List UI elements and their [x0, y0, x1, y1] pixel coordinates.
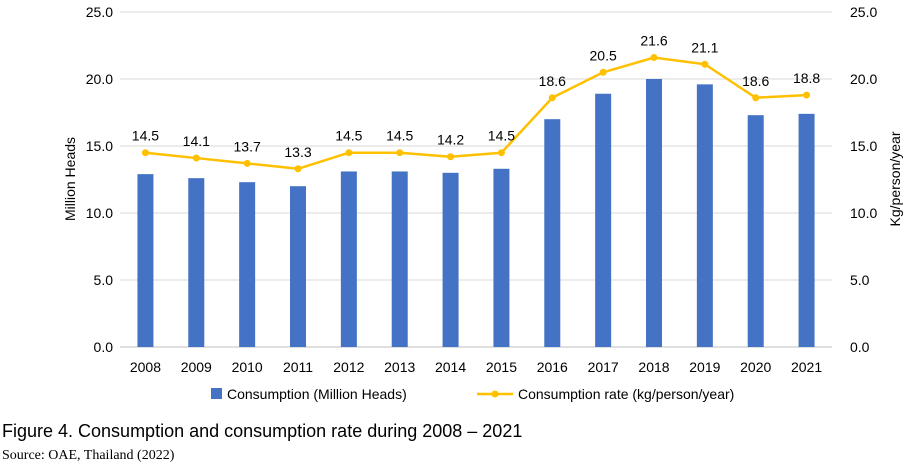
bar-series	[137, 79, 815, 348]
line-point	[548, 94, 556, 102]
line-data-label: 14.2	[437, 132, 464, 148]
x-tick-label: 2011	[283, 359, 313, 375]
x-tick-label: 2021	[791, 359, 822, 375]
line-point	[345, 149, 353, 157]
y-tick-label: 10.0	[86, 205, 113, 221]
bar	[798, 113, 815, 347]
x-tick-label: 2009	[181, 359, 212, 375]
data-labels: 14.5 14.1 13.7 13.3 14.5 14.5 14.2 14.5 18.6 20.5…	[132, 33, 821, 160]
line-point	[599, 68, 607, 76]
figure-source: Source: OAE, Thailand (2022)	[2, 448, 175, 463]
line-point	[752, 94, 760, 102]
bar	[391, 171, 408, 347]
bar	[646, 79, 662, 347]
line-data-label: 13.3	[284, 144, 311, 160]
legend-label-line: Consumption rate (kg/person/year)	[518, 386, 734, 402]
bar	[442, 172, 459, 347]
bar	[188, 178, 205, 347]
line-data-label: 18.6	[539, 73, 566, 89]
bar	[747, 115, 764, 348]
y2-tick-label: 0.0	[850, 339, 870, 355]
line-data-label: 21.1	[691, 39, 718, 55]
axis-ticks: 0.0 5.0 10.0 15.0 20.0 25.0 0.0 5.0 10.0 15.0 20.0…	[86, 4, 878, 375]
line-point	[243, 159, 251, 167]
bar	[544, 119, 561, 347]
y-tick-label: 20.0	[86, 71, 113, 87]
line-data-label: 14.5	[386, 128, 413, 144]
y2-tick-label: 5.0	[850, 272, 870, 288]
y2-tick-label: 20.0	[850, 71, 877, 87]
line-point	[192, 154, 200, 162]
line-data-label: 18.8	[793, 70, 820, 86]
y2-axis-title: Kg/person/year	[887, 131, 903, 226]
bar	[290, 186, 306, 347]
line-point	[141, 149, 149, 157]
line-series	[141, 54, 811, 173]
bar	[595, 93, 612, 348]
y2-tick-label: 25.0	[850, 4, 877, 20]
x-tick-label: 2018	[638, 359, 669, 375]
bar	[137, 174, 154, 347]
legend-swatch-bar	[211, 388, 222, 399]
figure-caption: Figure 4. Consumption and consumption ra…	[2, 421, 523, 441]
gridlines	[120, 11, 832, 348]
y-tick-label: 15.0	[86, 138, 113, 154]
line-data-label: 21.6	[640, 33, 667, 49]
line-data-label: 18.6	[742, 73, 769, 89]
legend-label-bar: Consumption (Million Heads)	[227, 386, 407, 402]
x-tick-label: 2008	[130, 359, 161, 375]
x-tick-label: 2015	[486, 359, 517, 375]
line-data-label: 20.5	[590, 47, 617, 63]
line-data-label: 14.5	[132, 128, 159, 144]
y-tick-label: 25.0	[86, 4, 113, 20]
legend: Consumption (Million Heads) Consumption …	[211, 386, 734, 402]
line-point	[396, 149, 404, 157]
combo-chart: 14.5 14.1 13.7 13.3 14.5 14.5 14.2 14.5 18.6 20.5…	[62, 4, 903, 402]
bar	[340, 171, 357, 347]
x-tick-label: 2013	[384, 359, 415, 375]
legend-swatch-marker	[491, 390, 499, 398]
bar	[493, 168, 510, 347]
y-tick-label: 0.0	[94, 339, 114, 355]
x-tick-label: 2020	[740, 359, 771, 375]
line-point	[650, 54, 658, 62]
line-point	[447, 153, 455, 161]
line-data-label: 13.7	[234, 138, 261, 154]
x-tick-label: 2014	[435, 359, 466, 375]
line-point	[701, 60, 709, 68]
x-tick-label: 2017	[588, 359, 619, 375]
bar	[696, 84, 713, 348]
line-path	[145, 56, 807, 171]
line-point	[294, 165, 302, 173]
line-data-label: 14.5	[335, 128, 362, 144]
x-tick-label: 2012	[333, 359, 364, 375]
line-data-label: 14.1	[183, 133, 210, 149]
y2-tick-label: 10.0	[850, 205, 877, 221]
line-data-label: 14.5	[488, 128, 515, 144]
x-tick-label: 2010	[232, 359, 263, 375]
bar	[239, 182, 256, 347]
y-axis-title: Million Heads	[62, 137, 78, 221]
line-point	[497, 149, 505, 157]
y2-tick-label: 15.0	[850, 138, 877, 154]
x-tick-label: 2019	[689, 359, 720, 375]
x-tick-label: 2016	[537, 359, 568, 375]
line-point	[803, 91, 811, 99]
y-tick-label: 5.0	[94, 272, 114, 288]
